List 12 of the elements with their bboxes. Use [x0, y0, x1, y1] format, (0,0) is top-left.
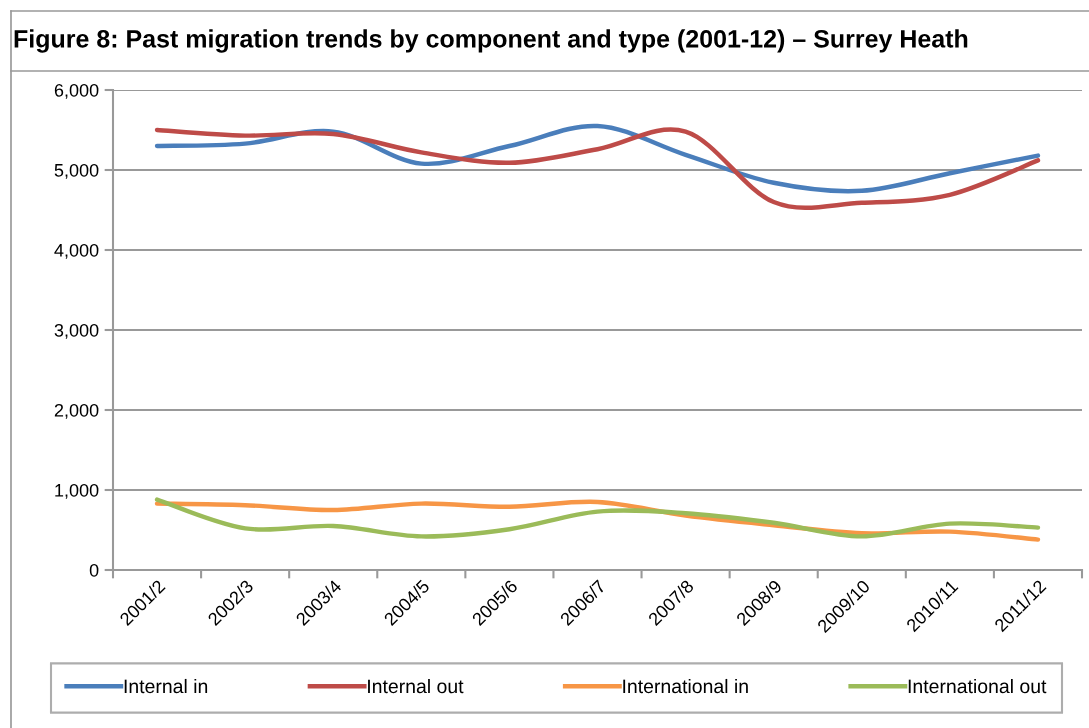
legend-label: Internal in — [124, 678, 208, 694]
legend-label: Internal out — [368, 678, 464, 694]
legend-label: International in — [623, 678, 748, 694]
y-tick-label: 4,000 — [54, 243, 99, 259]
y-tick-label: 1,000 — [55, 483, 99, 499]
y-tick-label: 6,000 — [54, 83, 99, 99]
chart-title: Figure 8: Past migration trends by component and type (2001-12) – Surrey Heath — [14, 29, 968, 53]
legend-label: International out — [908, 678, 1047, 694]
y-tick-label: 5,000 — [54, 163, 99, 179]
y-tick-label: 0 — [89, 563, 99, 577]
y-tick-label: 2,000 — [54, 403, 99, 419]
y-tick-label: 3,000 — [54, 323, 99, 339]
